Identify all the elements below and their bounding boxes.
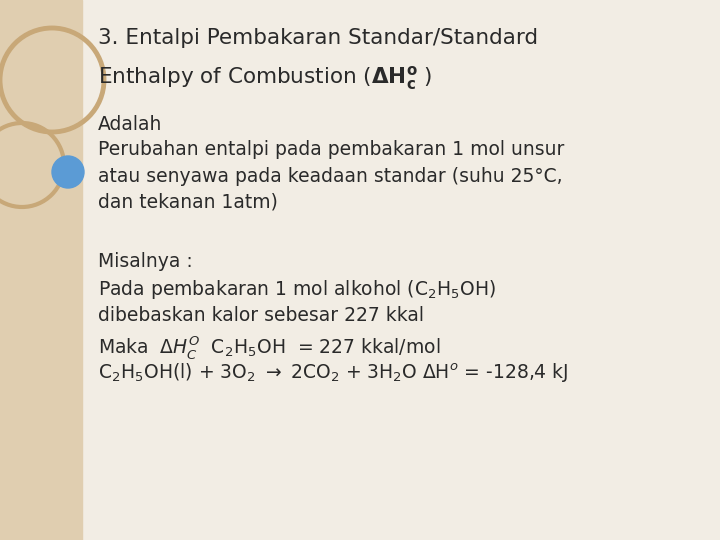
- Text: Maka  $\Delta H_C^O$  C$_2$H$_5$OH  = 227 kkal/mol: Maka $\Delta H_C^O$ C$_2$H$_5$OH = 227 k…: [98, 334, 441, 361]
- Text: C$_2$H$_5$OH(l) + 3O$_2$ $\rightarrow$ 2CO$_2$ + 3H$_2$O $\Delta$H$^o$ = -128,4 : C$_2$H$_5$OH(l) + 3O$_2$ $\rightarrow$ 2…: [98, 362, 568, 386]
- Text: Pada pembakaran 1 mol alkohol (C$_2$H$_5$OH): Pada pembakaran 1 mol alkohol (C$_2$H$_5…: [98, 278, 496, 301]
- Bar: [0, 0, 82, 540]
- Text: Enthalpy of Combustion ($\mathbf{\Delta H_c^o}$ ): Enthalpy of Combustion ($\mathbf{\Delta …: [98, 64, 432, 92]
- Text: Adalah: Adalah: [98, 115, 163, 134]
- Circle shape: [52, 156, 84, 188]
- Text: dibebaskan kalor sebesar 227 kkal: dibebaskan kalor sebesar 227 kkal: [98, 306, 424, 325]
- Text: Misalnya :: Misalnya :: [98, 252, 193, 271]
- Text: 3. Entalpi Pembakaran Standar/Standard: 3. Entalpi Pembakaran Standar/Standard: [98, 28, 538, 48]
- Text: Perubahan entalpi pada pembakaran 1 mol unsur
atau senyawa pada keadaan standar : Perubahan entalpi pada pembakaran 1 mol …: [98, 140, 564, 212]
